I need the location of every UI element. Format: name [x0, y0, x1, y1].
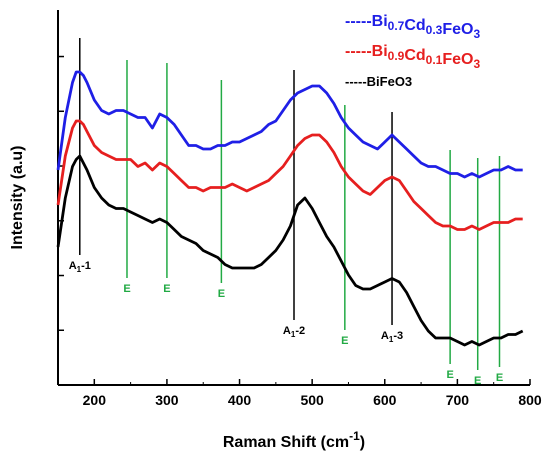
x-tick-label-800: 800	[518, 392, 542, 408]
x-tick-label-400: 400	[228, 392, 252, 408]
x-axis-title: Raman Shift (cm-1)	[223, 429, 365, 451]
legend-entry-1: -----Bi0.9Cd0.1FeO3	[345, 43, 480, 71]
mode-label-9: E	[496, 372, 503, 384]
mode-label-1: E	[123, 283, 130, 295]
legend-entry-0: -----Bi0.7Cd0.3FeO3	[345, 13, 480, 41]
mode-label-3: E	[218, 288, 225, 300]
mode-label-0: A1-1	[69, 260, 91, 274]
mode-label-6: A1-3	[381, 330, 403, 344]
x-tick-label-200: 200	[83, 392, 107, 408]
mode-label-2: E	[163, 283, 170, 295]
x-tick-label-600: 600	[373, 392, 397, 408]
x-tick-label-500: 500	[300, 392, 324, 408]
x-tick-label-700: 700	[446, 392, 470, 408]
mode-label-5: E	[341, 335, 348, 347]
mode-label-8: E	[474, 375, 481, 387]
series-line-1	[56, 119, 523, 231]
mode-label-7: E	[446, 369, 453, 381]
x-tick-label-300: 300	[155, 392, 179, 408]
y-axis-title: Intensity (a.u)	[9, 145, 26, 249]
series-line-2	[56, 154, 524, 347]
mode-label-4: A1-2	[283, 325, 305, 339]
series-line-0	[56, 70, 523, 179]
legend-entry-2: -----BiFeO3	[345, 74, 412, 89]
